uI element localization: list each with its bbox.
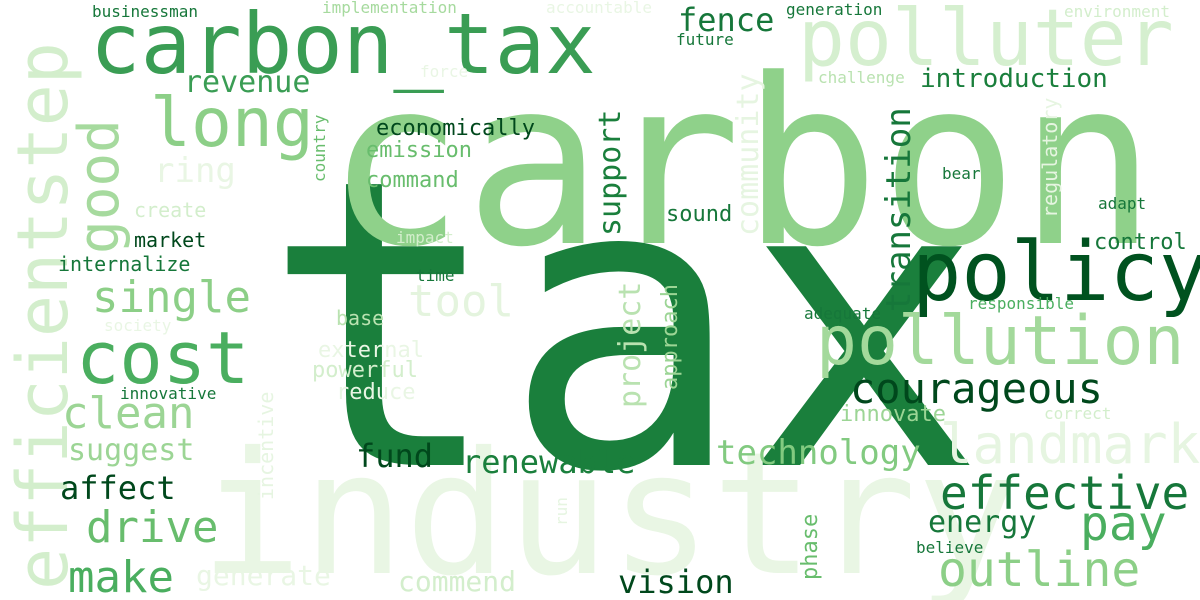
word-internalize: internalize (58, 252, 191, 276)
word-force: force (420, 62, 469, 81)
word-implementation: implementation (322, 0, 457, 17)
word-country: country (310, 114, 329, 182)
word-base: base (336, 306, 385, 330)
word-command: command (366, 168, 459, 193)
word-fund: fund (356, 437, 434, 475)
word-renewable: renewable (462, 443, 636, 481)
word-carbon: carbon (326, 31, 1157, 298)
word-accountable: accountable (546, 0, 652, 17)
word-adequate: adequate (804, 304, 882, 323)
word-innovate: innovate (840, 402, 946, 427)
word-run: run (552, 497, 571, 526)
word-innovative: innovative (120, 384, 217, 403)
word-industry: industry (200, 416, 1019, 600)
word-generate: generate (196, 559, 331, 592)
word-policy: policy (912, 225, 1200, 320)
word-generation: generation (786, 0, 883, 19)
word-tool: tool (408, 276, 514, 327)
word-carbon_tax: carbon_tax (90, 0, 596, 93)
word-approach: approach (658, 284, 683, 390)
word-reduce: reduce (336, 380, 416, 405)
word-suggest: suggest (68, 433, 195, 468)
word-fence: fence (678, 1, 775, 39)
word-technology: technology (716, 433, 921, 473)
word-impact: impact (396, 228, 454, 247)
word-good: good (67, 119, 132, 254)
word-affect: affect (60, 469, 176, 507)
word-effective: effective (940, 466, 1190, 520)
word-ring: ring (154, 151, 236, 191)
word-energy: energy (928, 505, 1037, 540)
word-project: project (613, 281, 648, 408)
word-single: single (92, 272, 251, 323)
word-phase: phase (798, 513, 823, 580)
word-drive: drive (86, 502, 219, 553)
word-community: community (731, 73, 766, 236)
word-control: control (1094, 230, 1187, 255)
word-commend: commend (398, 565, 517, 598)
word-vision: vision (618, 563, 734, 600)
word-support: support (593, 109, 628, 236)
word-correct: correct (1044, 404, 1112, 423)
word-believe: believe (916, 538, 984, 557)
word-environment: environment (1064, 2, 1170, 21)
word-external: external (318, 338, 424, 363)
word-tax: tax (262, 95, 985, 560)
word-challenge: challenge (818, 68, 905, 87)
word-regulatory: regulatory (1038, 97, 1062, 218)
word-powerful: powerful (312, 358, 418, 383)
word-long: long (150, 84, 314, 163)
word-time: time (416, 266, 455, 285)
word-economically: economically (376, 116, 535, 141)
word-emission: emission (366, 138, 472, 163)
word-landmark: landmark (940, 413, 1200, 476)
word-create: create (134, 198, 207, 222)
word-outline: outline (938, 542, 1141, 598)
word-introduction: introduction (920, 64, 1108, 94)
word-pollution: pollution (816, 302, 1185, 381)
word-incentive: incentive (254, 391, 278, 500)
word-sound: sound (666, 202, 733, 227)
word-future: future (676, 30, 734, 49)
word-market: market (134, 228, 207, 252)
word-clean: clean (62, 388, 195, 439)
word-society: society (104, 316, 172, 335)
word-transition: transition (879, 107, 919, 312)
word-revenue: revenue (184, 65, 311, 100)
word-responsible: responsible (968, 294, 1074, 313)
word-courageous: courageous (850, 364, 1103, 413)
word-pay: pay (1080, 496, 1167, 552)
word-cost: cost (76, 316, 250, 400)
word-polluter: polluter (798, 0, 1174, 84)
word-bear: bear (942, 164, 981, 183)
word-businessman: businessman (92, 2, 198, 21)
word-make: make (68, 552, 174, 600)
word-adapt: adapt (1098, 194, 1147, 213)
